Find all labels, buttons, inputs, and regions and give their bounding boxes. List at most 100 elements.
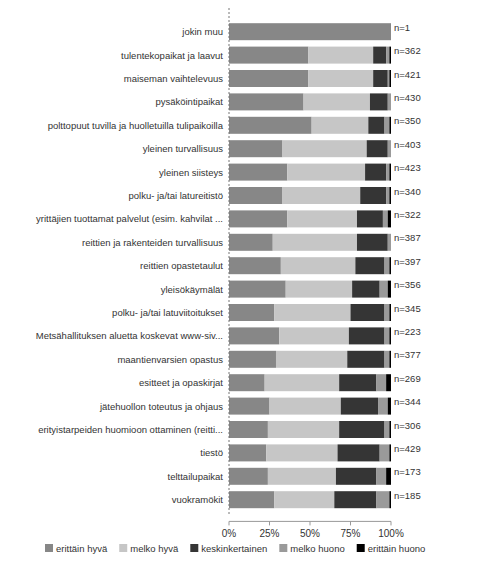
bar-segment	[385, 304, 390, 321]
bar-segment	[389, 421, 391, 438]
bar-segment	[341, 398, 378, 415]
bar-segment	[389, 187, 391, 204]
annotation: n=377	[394, 349, 421, 360]
bar-segment	[388, 210, 391, 227]
bar-segment	[282, 140, 366, 157]
bar-segment	[391, 140, 392, 157]
tick-mark	[229, 521, 230, 525]
legend-label: erittäin huono	[368, 543, 426, 554]
bar-segment	[336, 468, 377, 485]
category-label: pysäköintipaikat	[155, 96, 223, 107]
annotation: n=340	[394, 186, 421, 197]
bar-segment	[373, 70, 388, 87]
bar-segment	[368, 117, 384, 134]
bar-segment	[388, 140, 391, 157]
category-label: maantienvarsien opastus	[117, 354, 223, 365]
bar-segment	[229, 444, 266, 461]
bar-segment	[389, 304, 391, 321]
bar-segment	[388, 234, 391, 251]
bar-segment	[378, 398, 388, 415]
bar-segment	[376, 468, 386, 485]
bar-segment	[388, 70, 390, 87]
tick-mark	[350, 521, 351, 525]
category-label: esitteet ja opaskirjat	[139, 377, 223, 388]
bar-segment	[347, 351, 384, 368]
bar-segment	[376, 491, 389, 508]
bar-segment	[287, 210, 357, 227]
annotation: n=362	[394, 45, 421, 56]
category-label: polttopuut tuvilla ja huolletuilla tulip…	[48, 120, 224, 131]
annotation: n=344	[394, 396, 421, 407]
bar-segment	[286, 281, 352, 298]
bar-segment	[270, 398, 341, 415]
bar-segment	[339, 374, 376, 391]
bar-segment	[312, 117, 369, 134]
legend-label: keskinkertainen	[201, 543, 267, 554]
tick-label: 25%	[259, 528, 279, 539]
category-label: tulentekopaikat ja laavut	[121, 50, 223, 61]
annotation: n=345	[394, 303, 421, 314]
category-label: jätehuollon toteutus ja ohjaus	[99, 401, 223, 412]
bar-segment	[334, 491, 376, 508]
tick-label: 50%	[300, 528, 320, 539]
bar-segment	[274, 304, 350, 321]
bar-segment	[389, 444, 391, 461]
bar-segment	[367, 140, 388, 157]
category-label: reittien ja rakenteiden turvallisuus	[82, 237, 223, 248]
annotation: n=269	[394, 373, 421, 384]
bar-segment	[376, 374, 386, 391]
bar-segment	[389, 491, 391, 508]
bar-segment	[229, 257, 281, 274]
bar-segment	[339, 421, 384, 438]
bar-segment	[389, 351, 391, 368]
bar-segment	[386, 468, 391, 485]
bar-segment	[351, 304, 385, 321]
bar-segment	[389, 47, 391, 64]
category-label: Metsähallituksen aluetta koskevat www-si…	[36, 330, 223, 341]
annotation: n=421	[394, 69, 421, 80]
tick-mark	[310, 521, 311, 525]
bar-segment	[389, 164, 391, 181]
bar-segment	[360, 187, 386, 204]
annotation: n=1	[394, 22, 410, 33]
bar-segment	[229, 351, 276, 368]
legend: erittäin hyvämelko hyväkeskinkertainenme…	[45, 543, 425, 554]
bar-segment	[229, 281, 286, 298]
bar-segment	[391, 234, 392, 251]
category-label: yrittäjien tuottamat palvelut (esim. kah…	[36, 213, 223, 224]
tick-mark	[391, 521, 392, 525]
bar-segment	[352, 281, 380, 298]
bar-segment	[229, 468, 268, 485]
bar-segment	[338, 444, 380, 461]
bar-segment	[386, 187, 389, 204]
annotation: n=429	[394, 443, 421, 454]
bar-segment	[349, 327, 385, 344]
bar-segment	[385, 257, 390, 274]
bar-segment	[388, 281, 391, 298]
bar-segment	[365, 164, 386, 181]
bar-segment	[229, 398, 270, 415]
bar-segment	[229, 164, 287, 181]
annotation: n=322	[394, 209, 421, 220]
category-label: tiestö	[200, 447, 223, 458]
bar-segment	[279, 327, 349, 344]
bar-segment	[268, 421, 339, 438]
bar-segment	[370, 93, 388, 110]
bar-segment	[229, 210, 287, 227]
bar-segment	[229, 374, 265, 391]
bar-segment	[229, 491, 274, 508]
bar-segment	[357, 234, 388, 251]
bar-segment	[308, 70, 373, 87]
bar-segment	[268, 468, 336, 485]
category-label: jokin muu	[181, 26, 223, 37]
bar-segment	[391, 23, 392, 40]
bar-segment	[281, 257, 356, 274]
category-axis	[229, 8, 230, 515]
bar-segment	[380, 281, 388, 298]
annotation: n=423	[394, 162, 421, 173]
bar-segment	[389, 70, 391, 87]
legend-swatch	[279, 544, 287, 552]
bar-segment	[380, 444, 390, 461]
chart: 0%25%50%75%100%jokin muutulentekopaikat …	[0, 0, 481, 562]
bar-segment	[308, 47, 373, 64]
